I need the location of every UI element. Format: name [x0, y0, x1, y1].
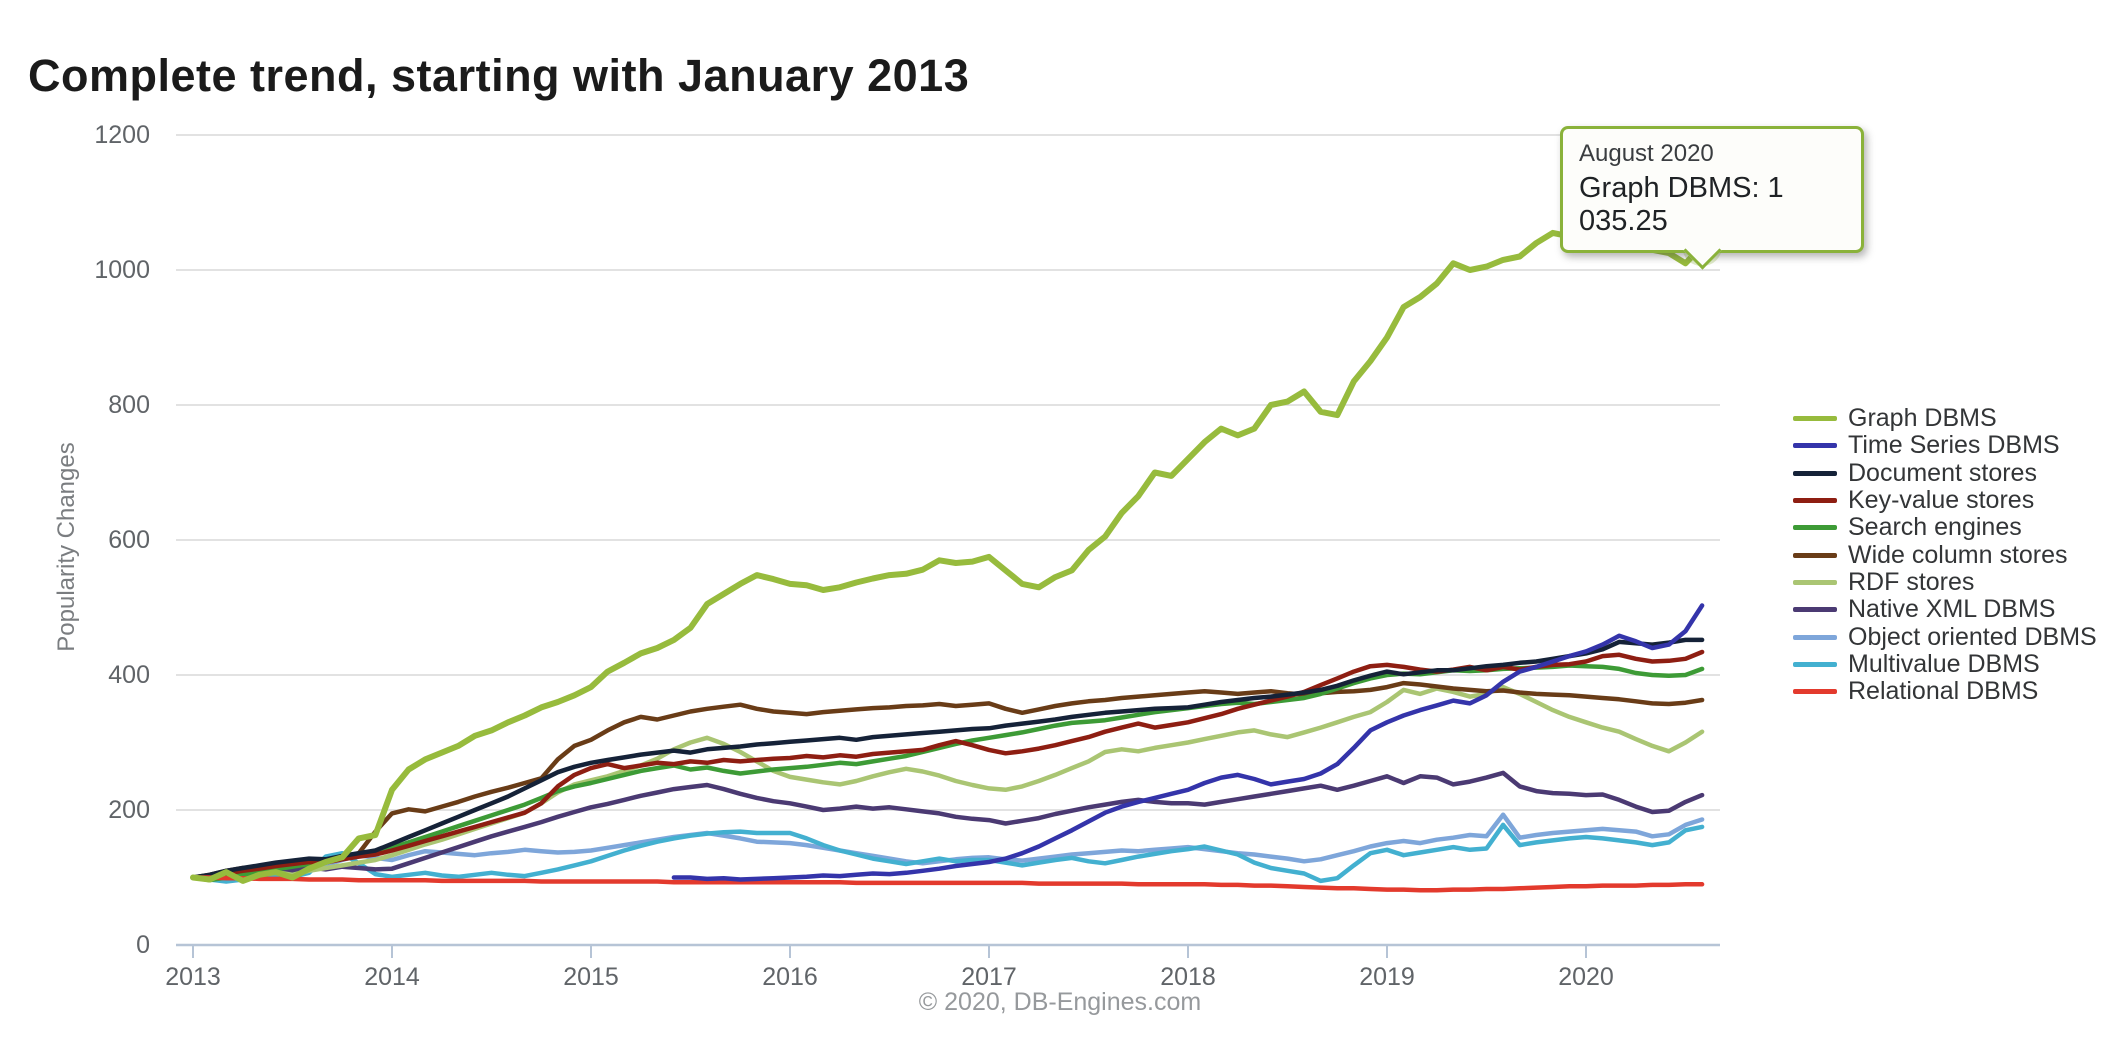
- legend-label: Time Series DBMS: [1848, 431, 2060, 460]
- series-line-wide-column-stores[interactable]: [190, 680, 1705, 880]
- legend-item-search-engines[interactable]: Search engines: [1793, 513, 2097, 542]
- legend-swatch: [1793, 607, 1837, 613]
- legend-label: Multivalue DBMS: [1848, 649, 2040, 678]
- series-line-rdf-stores[interactable]: [190, 684, 1705, 882]
- y-tick-label: 0: [136, 931, 150, 959]
- legend-label: Relational DBMS: [1848, 677, 2039, 706]
- x-tick-label-2015: 2015: [563, 963, 619, 991]
- y-tick-label: 1000: [94, 256, 150, 284]
- series-line-time-series-dbms[interactable]: [671, 603, 1705, 882]
- legend-swatch: [1793, 416, 1837, 422]
- legend-label: Document stores: [1848, 458, 2037, 487]
- series-line-native-xml-dbms[interactable]: [190, 770, 1705, 880]
- series-line-multivalue-dbms[interactable]: [190, 822, 1705, 884]
- legend-swatch: [1793, 634, 1837, 640]
- x-tick-label-2014: 2014: [364, 963, 420, 991]
- y-tick-label: 800: [108, 391, 150, 419]
- legend-swatch: [1793, 689, 1837, 695]
- legend-item-wide-column-stores[interactable]: Wide column stores: [1793, 540, 2097, 569]
- legend-swatch: [1793, 579, 1837, 585]
- legend-swatch: [1793, 661, 1837, 667]
- legend-label: Object oriented DBMS: [1848, 622, 2097, 651]
- legend-item-time-series-dbms[interactable]: Time Series DBMS: [1793, 431, 2097, 460]
- y-tick-label: 600: [108, 526, 150, 554]
- series-line-graph-dbms[interactable]: [190, 223, 1706, 884]
- x-tick-label-2016: 2016: [762, 963, 818, 991]
- legend-item-key-value-stores[interactable]: Key-value stores: [1793, 486, 2097, 515]
- tooltip-date: August 2020: [1579, 140, 1714, 167]
- y-tick-label: 200: [108, 796, 150, 824]
- legend-swatch: [1793, 525, 1837, 531]
- x-tick-label-2017: 2017: [961, 963, 1017, 991]
- legend-swatch: [1793, 498, 1837, 504]
- legend-item-multivalue-dbms[interactable]: Multivalue DBMS: [1793, 649, 2097, 678]
- legend-label: Graph DBMS: [1848, 404, 1997, 433]
- legend-label: Key-value stores: [1848, 486, 2035, 515]
- series-line-relational-dbms[interactable]: [190, 875, 1705, 893]
- y-tick-label: 400: [108, 661, 150, 689]
- gridlines: [176, 134, 1720, 811]
- y-tick-label: 1200: [94, 121, 150, 149]
- legend-item-graph-dbms[interactable]: Graph DBMS: [1793, 404, 2097, 433]
- legend-label: Native XML DBMS: [1848, 595, 2056, 624]
- legend-swatch: [1793, 443, 1837, 449]
- legend-label: RDF stores: [1848, 567, 1975, 596]
- x-tick-label-2020: 2020: [1558, 963, 1614, 991]
- x-axis: [176, 943, 1720, 958]
- legend-swatch: [1793, 552, 1837, 558]
- legend-swatch: [1793, 470, 1837, 476]
- legend-item-document-stores[interactable]: Document stores: [1793, 458, 2097, 487]
- series-tooltip: August 2020 Graph DBMS: 1 035.25: [1560, 126, 1864, 270]
- legend-item-native-xml-dbms[interactable]: Native XML DBMS: [1793, 595, 2097, 624]
- footer-credit: © 2020, DB-Engines.com: [918, 988, 1202, 1016]
- legend-item-object-oriented-dbms[interactable]: Object oriented DBMS: [1793, 622, 2097, 651]
- legend-label: Wide column stores: [1848, 540, 2068, 569]
- legend-item-rdf-stores[interactable]: RDF stores: [1793, 567, 2097, 596]
- x-tick-label-2019: 2019: [1359, 963, 1415, 991]
- series-lines[interactable]: [190, 223, 1706, 893]
- page-title: Complete trend, starting with January 20…: [28, 50, 970, 102]
- series-line-document-stores[interactable]: [190, 637, 1705, 880]
- legend-item-relational-dbms[interactable]: Relational DBMS: [1793, 677, 2097, 706]
- x-tick-label-2018: 2018: [1160, 963, 1216, 991]
- legend-label: Search engines: [1848, 513, 2022, 542]
- legend: Graph DBMS Time Series DBMS Document store…: [1793, 404, 2097, 706]
- tooltip-value: Graph DBMS: 1 035.25: [1579, 172, 1784, 237]
- x-tick-label-2013: 2013: [165, 963, 221, 991]
